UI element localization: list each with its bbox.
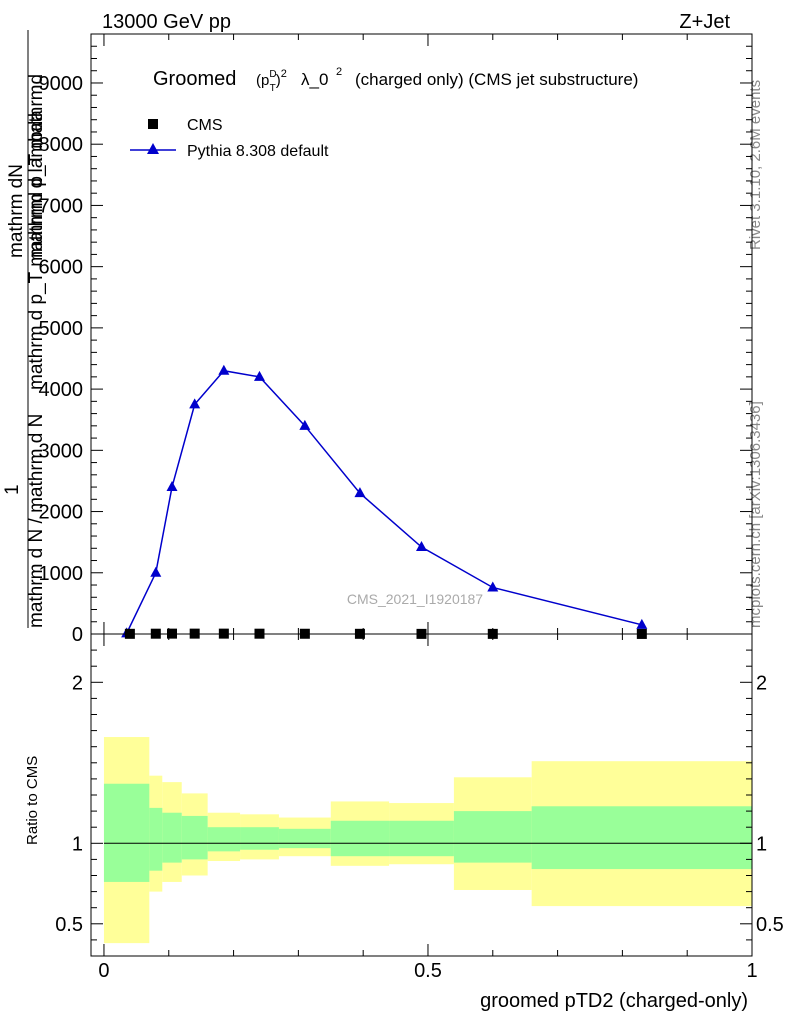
main-ytick-label: 3000 [39, 440, 84, 462]
ratio-band-inner [389, 820, 454, 857]
y-label-top-2: mathrm d p_T mathrmd p_T mathrmd [26, 74, 47, 390]
title-rest: (charged only) (CMS jet substructure) [355, 70, 638, 89]
legend-mc-marker [147, 143, 159, 154]
header-right: Z+Jet [679, 11, 730, 33]
ratio-ytick-label-right: 1 [756, 833, 767, 855]
mcplots-label: mcplots.cern.ch [arXiv:1306.3436] [747, 401, 764, 628]
y-label-bottom: mathrm d N / mathrm d N [26, 414, 47, 628]
x-tick-label: 0.5 [414, 960, 442, 982]
ratio-ytick-label-left: 1 [72, 833, 83, 855]
mc-point [487, 581, 499, 592]
ratio-band-inner [103, 783, 150, 882]
mc-point [299, 419, 311, 430]
title-exp: 2 [336, 66, 342, 78]
mc-point [253, 370, 265, 381]
ratio-axes: 0.5 0.5 1 1 2 2 0 0.5 1 [55, 633, 784, 982]
main-ytick-label: 0 [72, 624, 83, 646]
mc-point [416, 541, 427, 552]
x-tick-label: 1 [746, 960, 757, 982]
mc-point [150, 566, 162, 577]
title-prefix: Groomed [153, 68, 236, 90]
mc-point [218, 364, 230, 375]
ratio-band-inner [240, 827, 279, 850]
main-ytick-label: 2000 [39, 502, 84, 524]
ratio-band-inner [207, 827, 241, 852]
ratio-ytick-label-left: 0.5 [55, 914, 83, 936]
main-ytick-label: 6000 [39, 257, 84, 279]
mc-point [189, 398, 201, 409]
ratio-bands [103, 737, 752, 944]
legend-cms-marker [148, 119, 158, 129]
ratio-band-inner [162, 812, 182, 863]
ratio-ytick-label-left: 2 [72, 672, 83, 694]
ratio-ytick-label-right: 2 [756, 672, 767, 694]
main-ytick-label: 1000 [39, 563, 84, 585]
main-axes: 0 1000 2000 3000 4000 5000 6000 7000 8000 9000 [39, 33, 753, 646]
ratio-y-label: Ratio to CMS [24, 756, 41, 845]
main-ytick-label: 7000 [39, 195, 84, 217]
ratio-ytick-label-right: 0.5 [756, 914, 784, 936]
legend: CMS Pythia 8.308 default [130, 117, 329, 160]
ratio-band-inner [330, 820, 390, 857]
ratio-band-inner [531, 806, 752, 870]
y-label-top-1: mathrm d lambda [26, 110, 47, 258]
mc-point [354, 487, 366, 498]
y-label-one: 1 [2, 484, 23, 495]
title-suffix: λ_0 [301, 70, 328, 89]
main-ytick-label: 8000 [39, 134, 84, 156]
ratio-band-inner [149, 807, 163, 871]
title-math: (pD T)2 [256, 68, 287, 94]
x-axis-label: groomed pTD2 (charged-only) [480, 990, 748, 1012]
x-tick-label: 0 [98, 960, 109, 982]
plot-title: Groomed (pD T)2 λ_0 2 (charged only) (CMS… [153, 66, 638, 94]
ratio-band-inner [181, 815, 208, 860]
main-ytick-label: 9000 [39, 73, 84, 95]
main-ytick-label: 5000 [39, 318, 84, 340]
mc-point [636, 618, 648, 629]
ratio-band-inner [278, 828, 331, 849]
header-left: 13000 GeV pp [102, 11, 231, 33]
legend-mc-label: Pythia 8.308 default [187, 143, 329, 160]
ratio-band-inner [453, 811, 532, 863]
rivet-label: Rivet 3.1.10, 2.6M events [747, 80, 764, 250]
main-y-label: mathrm d lambda mathrm d p_T mathrmd p_T… [2, 30, 47, 628]
legend-cms-label: CMS [187, 117, 223, 134]
analysis-watermark: CMS_2021_I1920187 [347, 591, 483, 607]
mc-point [166, 481, 178, 492]
y-label-top-3: mathrm dN [6, 164, 27, 258]
main-ytick-label: 4000 [39, 379, 84, 401]
